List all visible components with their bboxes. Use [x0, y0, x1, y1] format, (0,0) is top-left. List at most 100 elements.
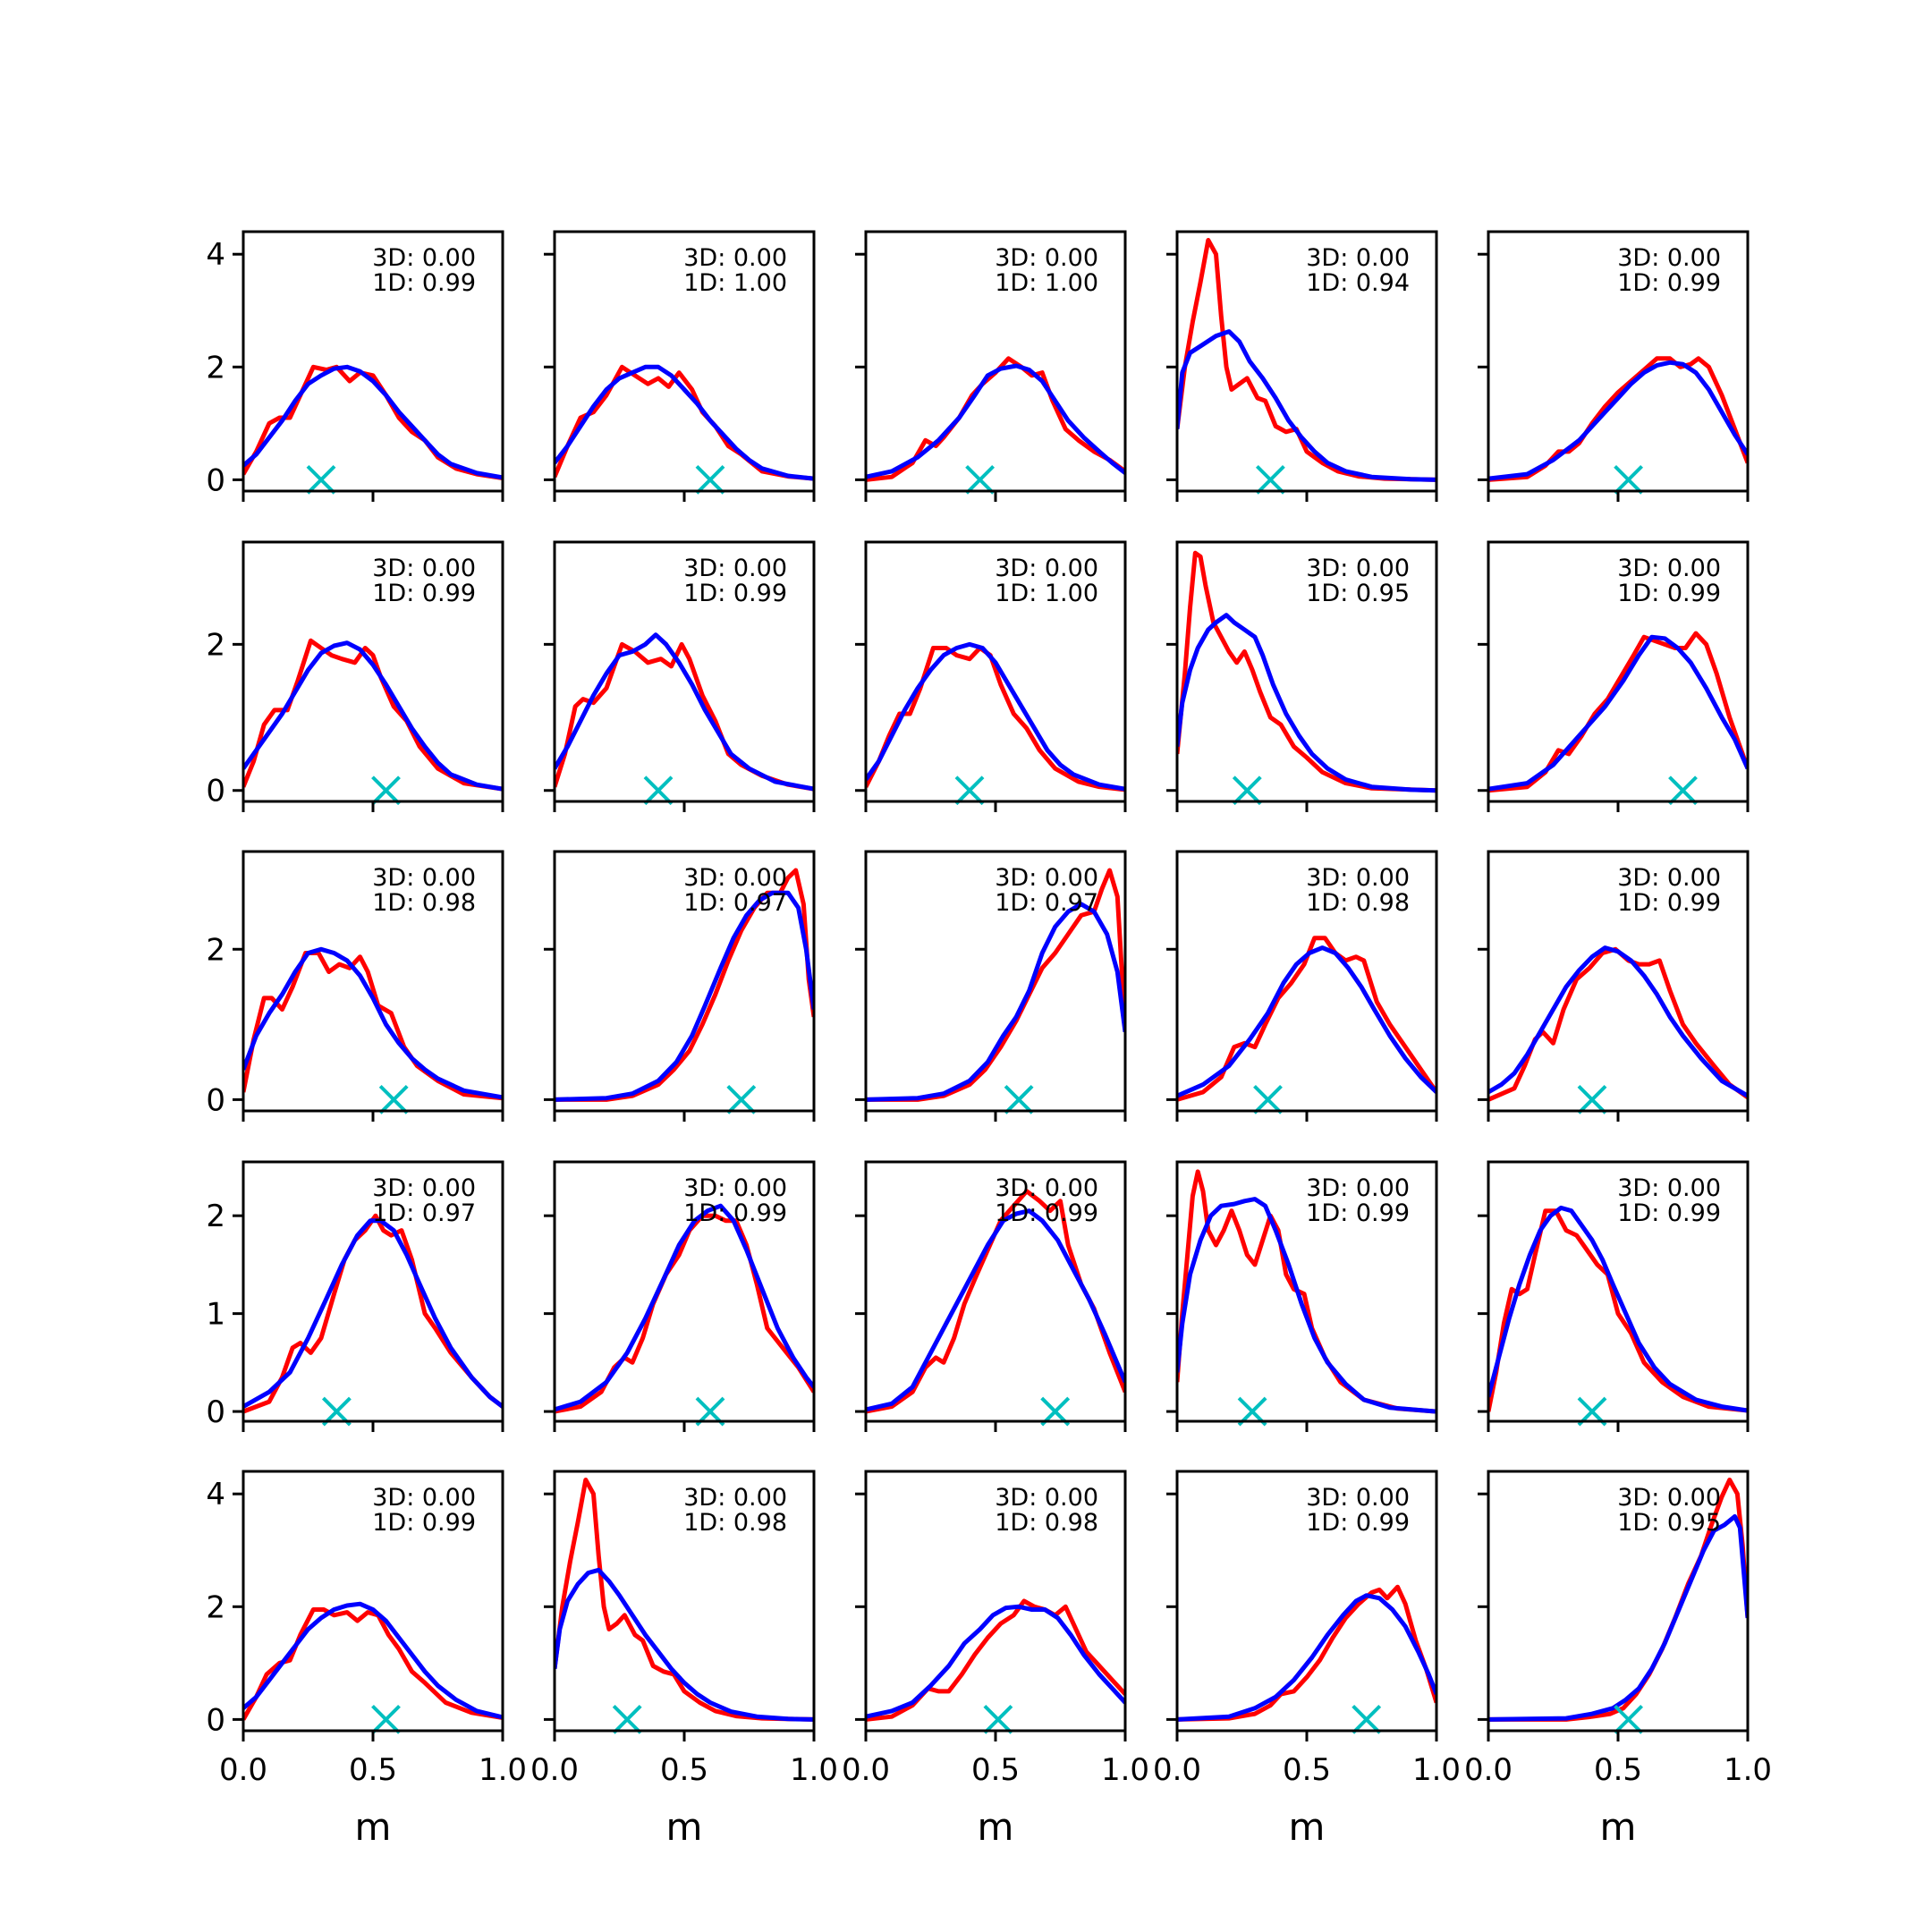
- x-axis-label: m: [1600, 1805, 1637, 1849]
- y-tick-label: 1: [206, 1297, 225, 1333]
- x-tick-label: 0.0: [530, 1752, 579, 1788]
- marker-stroke: [371, 1704, 401, 1734]
- true-value-marker: [643, 775, 674, 806]
- x-tick-label: 1.0: [1724, 1752, 1772, 1788]
- annotation-3d: 3D: 0.00: [372, 244, 476, 272]
- true-value-marker: [1614, 1704, 1644, 1734]
- annotation-1d: 1D: 0.97: [995, 889, 1098, 917]
- x-tick-label: 1.0: [790, 1752, 838, 1788]
- annotation-3d: 3D: 0.00: [1617, 1174, 1721, 1202]
- blue-density-curve: [555, 632, 814, 792]
- x-axis-label: m: [978, 1805, 1014, 1849]
- blue-density-curve: [866, 641, 1125, 792]
- x-tick-label: 0.5: [660, 1752, 708, 1788]
- true-value-marker: [371, 1704, 401, 1734]
- y-tick-label: 0: [206, 774, 225, 809]
- annotation-1d: 1D: 0.99: [372, 1509, 476, 1537]
- annotation-1d: 1D: 0.99: [372, 580, 476, 607]
- annotation-3d: 3D: 0.00: [995, 1174, 1098, 1202]
- x-tick-label: 0.5: [971, 1752, 1020, 1788]
- blue-density-curve: [1488, 1205, 1748, 1413]
- blue-density-curve: [1177, 613, 1436, 793]
- blue-density-curve: [1177, 1593, 1436, 1722]
- marker-stroke: [954, 775, 985, 806]
- true-value-marker: [1232, 775, 1262, 806]
- true-value-marker: [1577, 1084, 1607, 1114]
- marker-stroke: [1668, 775, 1698, 806]
- true-value-marker: [1253, 1084, 1283, 1114]
- true-value-marker: [1668, 775, 1698, 806]
- blue-density-curve: [866, 363, 1125, 479]
- annotation-3d: 3D: 0.00: [1617, 864, 1721, 892]
- annotation-3d: 3D: 0.00: [683, 864, 787, 892]
- red-density-curve: [866, 356, 1125, 482]
- annotation-1d: 1D: 1.00: [683, 269, 787, 297]
- marker-stroke: [1614, 1704, 1644, 1734]
- annotation-3d: 3D: 0.00: [683, 1174, 787, 1202]
- red-density-curve: [243, 638, 503, 792]
- annotation-1d: 1D: 0.99: [683, 580, 787, 607]
- true-value-marker: [965, 464, 996, 495]
- blue-density-curve: [1488, 360, 1748, 481]
- annotation-3d: 3D: 0.00: [1306, 864, 1410, 892]
- marker-stroke: [965, 464, 996, 495]
- annotation-3d: 3D: 0.00: [1617, 1484, 1721, 1512]
- true-value-marker: [695, 464, 725, 495]
- marker-stroke: [695, 464, 725, 495]
- blue-density-curve: [555, 364, 814, 481]
- annotation-1d: 1D: 1.00: [995, 580, 1098, 607]
- x-tick-label: 0.0: [1153, 1752, 1201, 1788]
- blue-density-curve: [1488, 1513, 1748, 1722]
- marker-stroke: [1352, 1704, 1382, 1734]
- annotation-3d: 3D: 0.00: [995, 555, 1098, 582]
- x-axis-label: m: [355, 1805, 392, 1849]
- annotation-1d: 1D: 0.97: [372, 1199, 476, 1227]
- blue-density-curve: [1488, 634, 1748, 792]
- annotation-1d: 1D: 0.99: [1306, 1509, 1410, 1537]
- annotation-1d: 1D: 0.99: [683, 1199, 787, 1227]
- x-tick-label: 0.5: [1283, 1752, 1331, 1788]
- annotation-1d: 1D: 0.98: [1306, 889, 1410, 917]
- annotation-3d: 3D: 0.00: [1306, 555, 1410, 582]
- true-value-marker: [726, 1084, 757, 1114]
- y-tick-label: 0: [206, 462, 225, 498]
- marker-stroke: [1255, 464, 1285, 495]
- annotation-3d: 3D: 0.00: [1306, 1174, 1410, 1202]
- y-tick-label: 2: [206, 1199, 225, 1234]
- annotation-3d: 3D: 0.00: [372, 1484, 476, 1512]
- true-value-marker: [612, 1704, 642, 1734]
- blue-density-curve: [243, 1218, 503, 1409]
- x-tick-label: 0.5: [1594, 1752, 1642, 1788]
- true-value-marker: [1255, 464, 1285, 495]
- annotation-3d: 3D: 0.00: [1617, 244, 1721, 272]
- annotation-1d: 1D: 0.99: [1617, 1199, 1721, 1227]
- annotation-1d: 1D: 0.98: [372, 889, 476, 917]
- annotation-1d: 1D: 0.99: [1617, 889, 1721, 917]
- red-density-curve: [1177, 238, 1436, 482]
- annotation-3d: 3D: 0.00: [1306, 1484, 1410, 1512]
- annotation-1d: 1D: 0.99: [1306, 1199, 1410, 1227]
- red-density-curve: [1177, 936, 1436, 1102]
- annotation-1d: 1D: 0.95: [1617, 1509, 1721, 1537]
- red-density-curve: [1177, 1584, 1436, 1722]
- red-density-curve: [1177, 550, 1436, 793]
- annotation-1d: 1D: 0.99: [372, 269, 476, 297]
- y-tick-label: 4: [206, 237, 225, 273]
- x-tick-label: 0.0: [219, 1752, 267, 1788]
- x-tick-label: 0.5: [349, 1752, 397, 1788]
- blue-density-curve: [866, 1208, 1125, 1412]
